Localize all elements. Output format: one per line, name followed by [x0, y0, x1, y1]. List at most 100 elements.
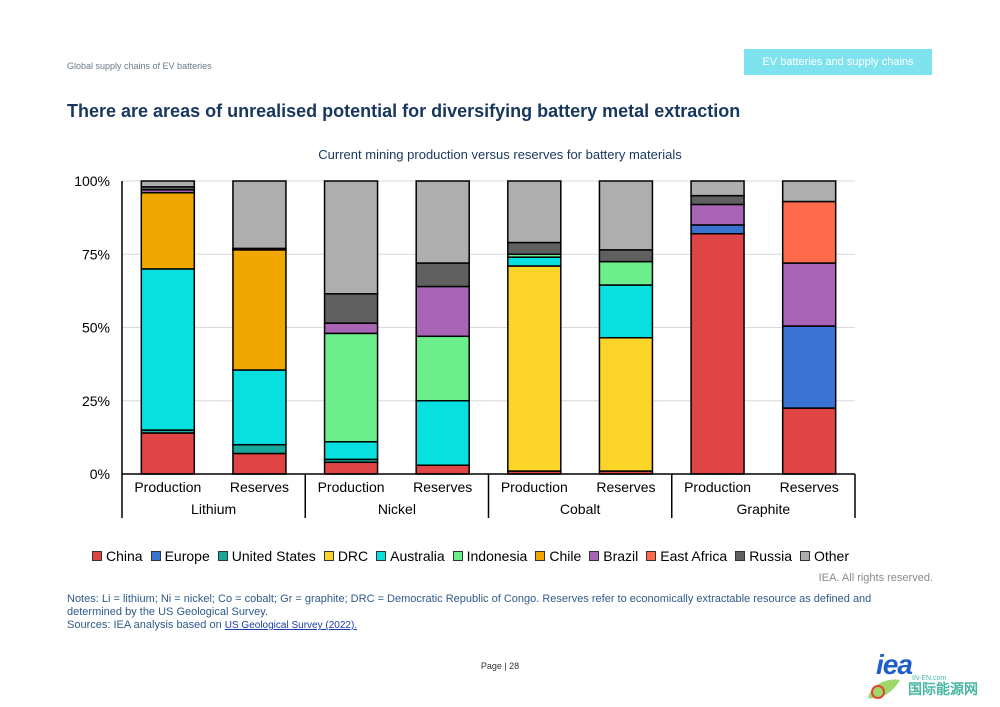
bar-segment-indonesia — [415, 335, 470, 402]
bar-segment-russia — [415, 262, 470, 288]
bar-segment-brazil — [323, 322, 379, 335]
legend-label: China — [106, 548, 143, 564]
bar-segment-australia — [507, 256, 562, 267]
legend-label: Australia — [390, 548, 445, 564]
group-label: Lithium — [191, 501, 236, 517]
bar-segment-australia — [232, 369, 287, 446]
legend-item: East Africa — [646, 548, 727, 564]
bar-segment-other — [690, 180, 745, 197]
y-tick-label: 25% — [82, 393, 110, 409]
sources-text: Sources: IEA analysis based on US Geolog… — [67, 619, 927, 632]
bar-segment-other — [507, 180, 562, 244]
legend-swatch — [799, 551, 810, 561]
bar-segment-europe — [781, 325, 837, 409]
x-tick-label: Production — [134, 479, 201, 495]
legend-label: East Africa — [660, 548, 728, 564]
legend-label: United States — [231, 548, 316, 564]
bar-segment-china — [323, 461, 379, 475]
watermark-subtext: IN-EN.com — [912, 675, 947, 682]
bar-segment-drc — [507, 265, 562, 472]
bar-segment-russia — [323, 293, 379, 324]
rights-notice: IEA. All rights reserved. — [818, 572, 933, 584]
legend-item: Europe — [150, 548, 210, 564]
sources-prefix: Sources: IEA analysis based on — [67, 619, 225, 631]
legend-item: Other — [799, 548, 849, 564]
legend-item: China — [92, 548, 143, 564]
legend-swatch — [735, 551, 746, 561]
bar-segment-united-states — [232, 443, 287, 455]
y-tick-label: 100% — [74, 173, 110, 189]
bar-segment-russia — [690, 194, 745, 206]
chart-title: Current mining production versus reserve… — [318, 147, 682, 162]
bar-segment-other — [415, 180, 470, 264]
watermark: 国际能源网 IN-EN.com — [864, 675, 996, 703]
legend-label: Brazil — [603, 548, 639, 564]
leaf-icon — [868, 679, 900, 699]
notes-text: Notes: Li = lithium; Ni = nickel; Co = c… — [67, 593, 872, 618]
usgs-source-link[interactable]: US Geological Survey (2022). — [224, 620, 358, 631]
x-tick-label: Reserves — [413, 479, 472, 495]
legend-swatch — [92, 551, 102, 561]
bar-segment-china — [781, 407, 837, 475]
bar-segment-australia — [415, 400, 470, 466]
group-label: Graphite — [737, 501, 791, 517]
bar-segment-china — [140, 432, 196, 475]
y-tick-label: 50% — [82, 320, 110, 336]
bar-segment-australia — [140, 268, 196, 431]
legend-item: Chile — [535, 548, 581, 564]
page-heading: There are areas of unrealised potential … — [67, 101, 741, 121]
legend-label: Other — [813, 548, 849, 564]
legend-swatch — [217, 551, 228, 561]
bar-segment-china — [690, 232, 745, 475]
legend-item: Indonesia — [452, 548, 528, 564]
bar-segment-china — [232, 452, 287, 475]
x-tick-label: Production — [501, 479, 568, 495]
chart-legend: China Europe United States DRC Australia Indo… — [92, 548, 892, 564]
x-tick-label: Reserves — [596, 479, 655, 495]
bar-segment-australia — [598, 284, 654, 339]
legend-item: DRC — [323, 548, 369, 564]
legend-item: Russia — [735, 548, 792, 564]
legend-label: Russia — [749, 548, 792, 564]
bar-segment-other — [323, 180, 379, 295]
bar-segment-drc — [598, 337, 654, 472]
iea-logo: iea — [876, 649, 913, 680]
watermark-text: 国际能源网 — [908, 681, 978, 697]
bar-segment-china — [415, 464, 470, 475]
legend-label: DRC — [337, 548, 369, 564]
document-title: Global supply chains of EV batteries — [67, 61, 212, 71]
legend-item: United States — [217, 548, 316, 564]
bar-segment-europe — [690, 224, 745, 235]
bar-segment-other — [781, 180, 837, 203]
bar-segment-other — [232, 180, 287, 250]
legend-label: Europe — [164, 548, 210, 564]
bar-segment-other — [140, 180, 196, 188]
legend-swatch — [150, 551, 161, 561]
bar-segment-brazil — [690, 203, 745, 226]
legend-swatch — [589, 551, 600, 561]
bar-segment-chile — [232, 249, 287, 371]
legend-swatch — [452, 551, 463, 561]
bar-segment-australia — [323, 441, 379, 461]
legend-label: Indonesia — [466, 548, 528, 564]
legend-item: Brazil — [589, 548, 638, 564]
bar-segment-east-africa — [781, 200, 837, 264]
page-number: Page | 28 — [480, 661, 520, 671]
bar-segment-brazil — [781, 262, 837, 327]
legend-label: Chile — [549, 548, 582, 564]
legend-swatch — [646, 551, 657, 561]
bar-segment-indonesia — [598, 260, 654, 286]
notes-section: Notes: Li = lithium; Ni = nickel; Co = c… — [67, 593, 927, 632]
group-label: Cobalt — [560, 501, 601, 517]
y-tick-label: 0% — [90, 466, 110, 482]
x-tick-label: Reserves — [230, 479, 289, 495]
legend-swatch — [376, 551, 387, 561]
y-tick-label: 75% — [82, 246, 110, 262]
section-tab[interactable]: EV batteries and supply chains — [744, 49, 932, 75]
bar-segment-other — [598, 180, 654, 251]
legend-swatch — [535, 551, 546, 561]
bar-segment-brazil — [415, 285, 470, 338]
x-tick-label: Production — [684, 479, 751, 495]
x-tick-label: Production — [318, 479, 385, 495]
